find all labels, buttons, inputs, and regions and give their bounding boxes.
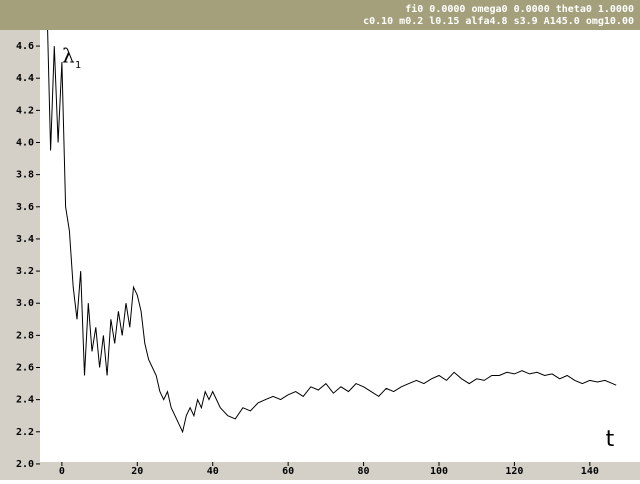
x-tick-label: 20 [131, 466, 143, 477]
y-axis-label-subscript: 1 [75, 60, 81, 71]
y-tick-label: 2.6 [16, 363, 34, 374]
x-tick-label: 0 [59, 466, 65, 477]
x-tick-label: 40 [207, 466, 219, 477]
data-line [47, 30, 617, 434]
y-tick-label: 4.2 [16, 105, 34, 116]
y-tick-label: 3.6 [16, 202, 34, 213]
y-tick-label: 3.8 [16, 170, 34, 181]
y-axis-strip [0, 30, 40, 480]
x-tick-label: 140 [581, 466, 599, 477]
header-line: c0.10 m0.2 l0.15 alfa4.8 s3.9 A145.0 omg… [363, 16, 634, 27]
x-tick-label: 80 [358, 466, 370, 477]
y-tick-label: 4.0 [16, 138, 34, 149]
y-tick-label: 2.2 [16, 427, 34, 438]
y-tick-label: 3.2 [16, 266, 34, 277]
header-line: fi0 0.0000 omega0 0.0000 theta0 1.0000 [405, 3, 634, 15]
y-tick-label: 2.4 [16, 395, 34, 406]
header-bar [0, 0, 640, 30]
x-tick-label: 100 [430, 466, 448, 477]
y-tick-label: 2.8 [16, 330, 34, 341]
x-tick-label: 120 [505, 466, 523, 477]
y-tick-label: 4.4 [16, 73, 34, 84]
plot-area [40, 30, 640, 462]
y-tick-label: 2.0 [16, 459, 34, 470]
y-tick-label: 3.0 [16, 298, 34, 309]
y-tick-label: 3.4 [16, 234, 34, 245]
x-tick-label: 60 [282, 466, 294, 477]
y-tick-label: 4.6 [16, 41, 34, 52]
x-axis-strip [40, 462, 640, 480]
y-axis-label: λ [62, 44, 75, 68]
x-axis-label: t [606, 427, 615, 452]
